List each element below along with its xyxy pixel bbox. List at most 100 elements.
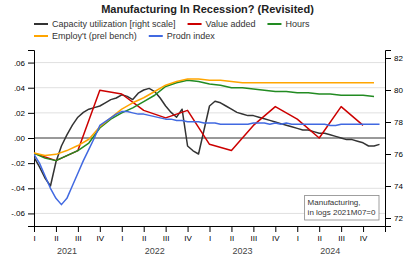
legend-swatch [34, 35, 48, 37]
x-tick-mark [231, 226, 232, 232]
series-lines [34, 79, 380, 205]
y-tick: -.06 [11, 209, 34, 218]
x-tick: I [209, 226, 211, 243]
x-tick-label: II [142, 234, 146, 243]
y-tick: .06 [14, 59, 34, 68]
y-axis: -.06 -.04 -.02 .00 .02 .04 .06 [11, 51, 34, 227]
y-tick-label: .00 [14, 134, 26, 143]
y-tick-mark [28, 63, 34, 64]
y-tick: .02 [14, 109, 34, 118]
y2-tick-label: 82 [394, 54, 403, 63]
y-tick-mark [28, 213, 34, 214]
annotation: Manufacturing,in logs 2021M07=0 [308, 198, 376, 217]
grid-line [34, 163, 385, 164]
series-line [34, 90, 363, 160]
y-tick-mark [28, 188, 34, 189]
x-tick: II [54, 226, 58, 243]
grid-line [34, 188, 385, 189]
x-tick-mark [166, 226, 167, 232]
x-tick-label: III [338, 234, 345, 243]
year-label: 2024 [320, 246, 340, 256]
annotation-line: Manufacturing, [308, 198, 361, 207]
x-tick-mark [363, 226, 364, 232]
series-line [34, 88, 380, 186]
x-tick-mark [56, 226, 57, 232]
annotation-box: Manufacturing,in logs 2021M07=0 [305, 195, 379, 220]
legend: Capacity utilization [right scale] Value … [34, 19, 310, 41]
zero-line [34, 138, 385, 139]
x-tick: IV [184, 226, 192, 243]
legend-label: Prodn index [167, 31, 216, 41]
legend-swatch [34, 23, 48, 25]
y-tick-label: -.04 [11, 184, 25, 193]
legend-item: Hours [267, 19, 310, 29]
x-tick: III [75, 226, 82, 243]
y-tick-label: .04 [14, 84, 26, 93]
x-tick: IV [272, 226, 280, 243]
x-tick: II [317, 226, 321, 243]
y-tick: .04 [14, 84, 34, 93]
x-axis: IIIIIIIVIIIIIIIVIIIIIIIVIIIIIIIV [33, 226, 385, 243]
y2-tick: 78 [385, 118, 403, 127]
y-tick-mark [28, 138, 34, 139]
y2-tick: 72 [385, 214, 403, 223]
legend-label: Employ't (prel bench) [52, 31, 137, 41]
annotation-line: in logs 2021M07=0 [308, 208, 376, 217]
y-tick-mark [28, 163, 34, 164]
x-tick-label: IV [272, 234, 280, 243]
y2-tick-mark [385, 58, 391, 59]
x-tick-label: II [54, 234, 58, 243]
legend-item: Value added [188, 19, 256, 29]
x-tick-label: IV [184, 234, 192, 243]
legend-item: Capacity utilization [right scale] [34, 19, 176, 29]
x-tick-label: I [209, 234, 211, 243]
annotation-frame [305, 195, 379, 220]
x-tick-label: IV [360, 234, 368, 243]
y2-tick-mark [385, 122, 391, 123]
x-tick-label: I [297, 234, 299, 243]
x-tick-label: III [75, 234, 82, 243]
y2-tick-label: 72 [394, 214, 403, 223]
legend-swatch [188, 23, 202, 25]
y2-tick-mark [385, 154, 391, 155]
legend-label: Hours [285, 19, 310, 29]
y2-tick-label: 76 [394, 150, 403, 159]
x-tick: II [230, 226, 234, 243]
y-axis-line [28, 51, 35, 227]
x-tick-mark [144, 226, 145, 232]
series-line [34, 112, 380, 205]
y-tick: -.04 [11, 184, 34, 193]
y-tick-label: -.06 [11, 209, 25, 218]
y-tick-label: -.02 [11, 159, 25, 168]
grid-line [34, 87, 385, 88]
legend-label: Value added [206, 19, 256, 29]
x-tick-label: II [317, 234, 321, 243]
x-tick-label: III [251, 234, 258, 243]
plot: IIIIIIIVIIIIIIIVIIIIIIIVIIIIIIIV-.06-.04… [11, 51, 403, 257]
legend-swatch [267, 23, 281, 25]
legend-item: Prodn index [149, 31, 216, 41]
series-line [34, 79, 374, 156]
legend-item: Employ't (prel bench) [34, 31, 137, 41]
x-tick: I [121, 226, 123, 243]
y2-tick-mark [385, 90, 391, 91]
x-tick: III [338, 226, 345, 243]
x-tick: II [142, 226, 146, 243]
x-tick-mark [100, 226, 101, 232]
x-tick-mark [319, 226, 320, 232]
y-tick-mark [28, 88, 34, 89]
y-tick-label: .02 [14, 109, 26, 118]
y-tick-label: .06 [14, 59, 26, 68]
legend-swatch [149, 35, 163, 37]
y-tick: .00 [14, 134, 34, 143]
x-tick-label: I [121, 234, 123, 243]
x-tick-mark [78, 226, 79, 232]
grid [34, 63, 385, 214]
x-tick-mark [122, 226, 123, 232]
y2-tick-label: 74 [394, 182, 403, 191]
y-tick: -.02 [11, 159, 34, 168]
year-label: 2023 [232, 246, 252, 256]
y-tick-mark [28, 113, 34, 114]
x-tick: III [163, 226, 170, 243]
x-tick-mark [275, 226, 276, 232]
